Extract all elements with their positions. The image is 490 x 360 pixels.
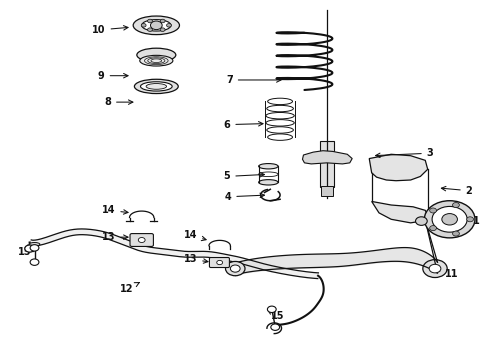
Text: 14: 14 bbox=[102, 205, 128, 215]
Polygon shape bbox=[372, 202, 428, 223]
Circle shape bbox=[416, 217, 427, 225]
Text: 15: 15 bbox=[18, 247, 37, 257]
Circle shape bbox=[432, 206, 467, 232]
Text: 11: 11 bbox=[433, 269, 459, 279]
Circle shape bbox=[429, 264, 441, 273]
Text: 12: 12 bbox=[121, 283, 139, 294]
Circle shape bbox=[150, 21, 162, 30]
Text: 6: 6 bbox=[223, 120, 263, 130]
Ellipse shape bbox=[142, 19, 171, 31]
Ellipse shape bbox=[259, 180, 278, 185]
Circle shape bbox=[30, 259, 39, 265]
Text: 13: 13 bbox=[184, 254, 208, 264]
Bar bbox=[320, 141, 334, 187]
Text: 2: 2 bbox=[441, 186, 472, 196]
Text: 10: 10 bbox=[92, 25, 128, 35]
Ellipse shape bbox=[259, 163, 278, 169]
Circle shape bbox=[424, 201, 475, 238]
Text: 14: 14 bbox=[184, 230, 206, 240]
Text: 1: 1 bbox=[459, 216, 480, 226]
Polygon shape bbox=[369, 154, 428, 181]
FancyBboxPatch shape bbox=[209, 257, 229, 267]
Text: 3: 3 bbox=[376, 148, 434, 158]
Ellipse shape bbox=[133, 16, 179, 35]
Ellipse shape bbox=[29, 243, 40, 246]
Circle shape bbox=[30, 245, 39, 251]
Ellipse shape bbox=[146, 84, 167, 89]
Circle shape bbox=[147, 28, 152, 31]
Circle shape bbox=[442, 213, 458, 225]
Circle shape bbox=[430, 226, 437, 231]
Text: 7: 7 bbox=[226, 75, 281, 85]
Polygon shape bbox=[302, 151, 352, 164]
Circle shape bbox=[453, 203, 459, 207]
Text: 5: 5 bbox=[223, 171, 265, 181]
Text: 4: 4 bbox=[224, 192, 265, 202]
Circle shape bbox=[230, 265, 240, 272]
Text: 8: 8 bbox=[104, 97, 133, 107]
Ellipse shape bbox=[141, 82, 172, 91]
Circle shape bbox=[160, 28, 165, 31]
Circle shape bbox=[217, 260, 222, 265]
Ellipse shape bbox=[137, 48, 176, 62]
Circle shape bbox=[147, 19, 152, 23]
Circle shape bbox=[160, 19, 165, 23]
Circle shape bbox=[167, 23, 172, 27]
Circle shape bbox=[225, 261, 245, 276]
Circle shape bbox=[466, 217, 473, 222]
Circle shape bbox=[271, 324, 280, 330]
FancyBboxPatch shape bbox=[130, 234, 153, 247]
Bar bbox=[321, 186, 333, 196]
Polygon shape bbox=[28, 229, 318, 279]
Circle shape bbox=[25, 245, 34, 252]
Circle shape bbox=[430, 208, 437, 213]
Text: 9: 9 bbox=[98, 71, 128, 81]
Circle shape bbox=[138, 238, 145, 243]
Circle shape bbox=[453, 231, 459, 236]
Circle shape bbox=[141, 23, 146, 27]
Circle shape bbox=[423, 260, 447, 278]
Text: 15: 15 bbox=[268, 310, 285, 321]
Ellipse shape bbox=[134, 79, 178, 94]
Text: 13: 13 bbox=[102, 232, 128, 242]
Ellipse shape bbox=[140, 55, 173, 66]
Circle shape bbox=[268, 306, 276, 312]
